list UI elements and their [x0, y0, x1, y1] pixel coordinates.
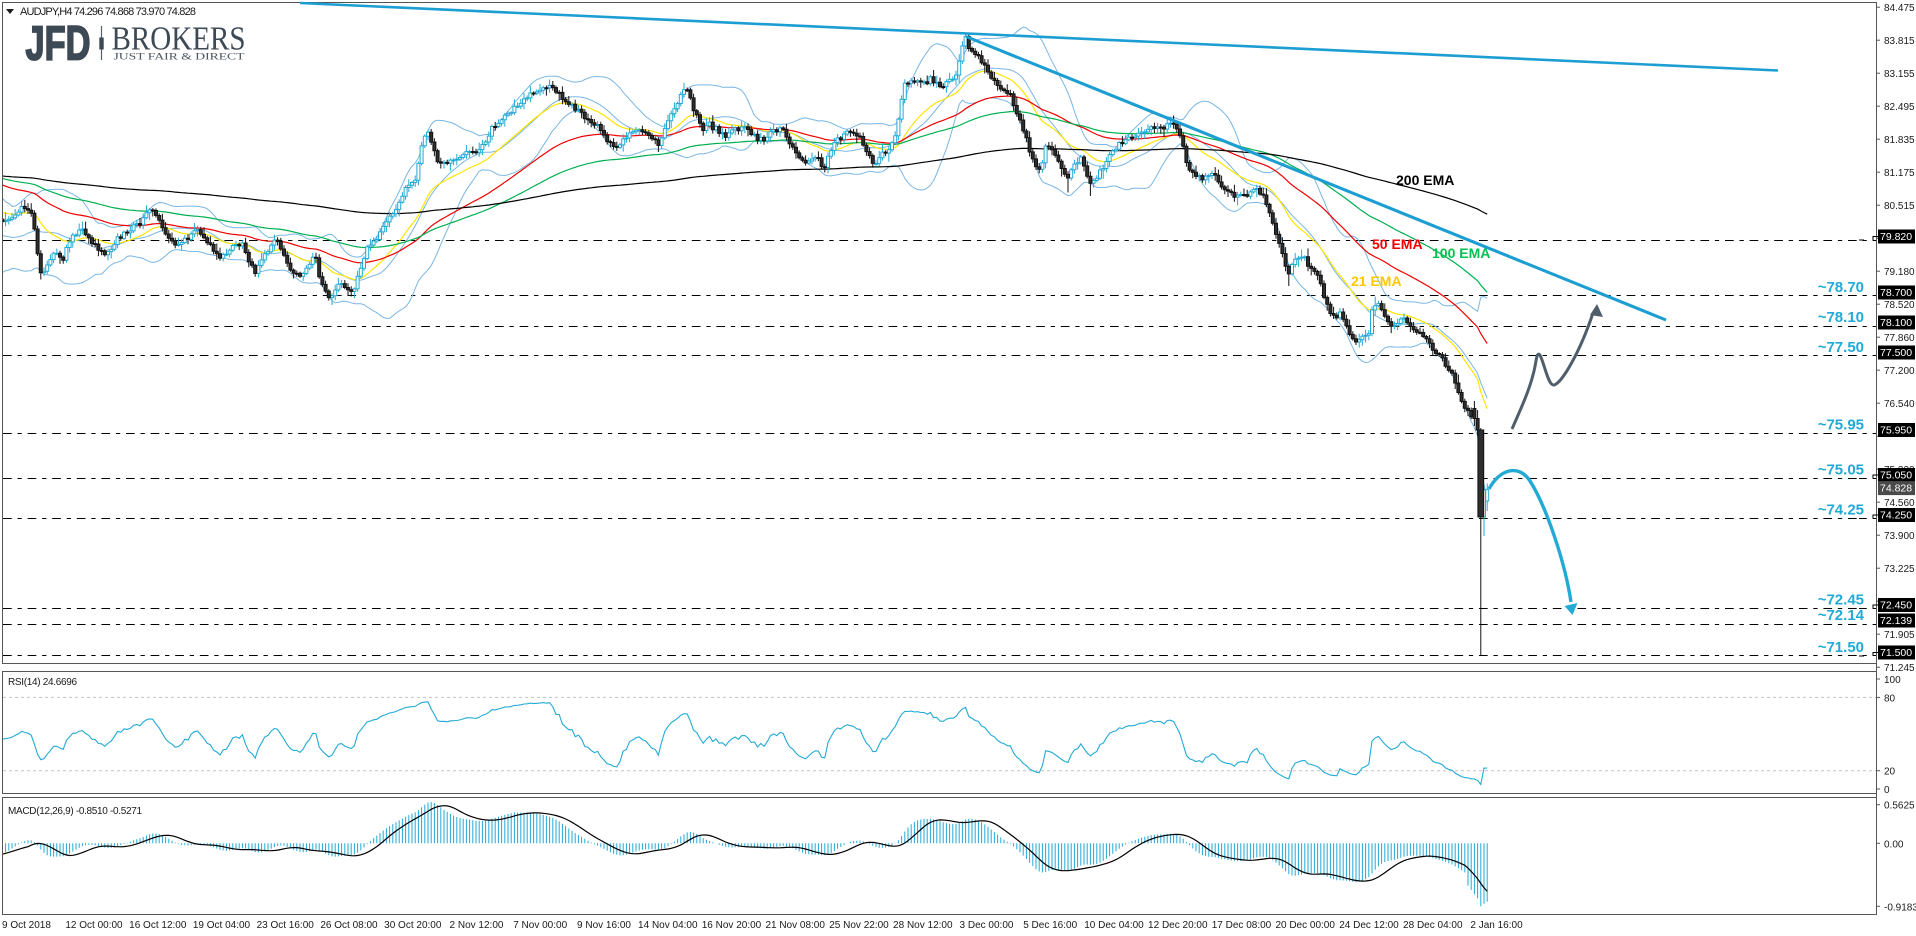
- svg-text:9 Oct 2018: 9 Oct 2018: [2, 920, 51, 931]
- svg-text:3 Dec 00:00: 3 Dec 00:00: [960, 920, 1014, 931]
- svg-text:50 EMA: 50 EMA: [1372, 236, 1423, 252]
- svg-text:0: 0: [1884, 785, 1890, 796]
- svg-text:~74.25: ~74.25: [1818, 502, 1864, 519]
- svg-text:73.225: 73.225: [1884, 564, 1915, 575]
- svg-text:78.700: 78.700: [1880, 287, 1912, 299]
- svg-text:71.245: 71.245: [1884, 663, 1915, 674]
- svg-text:100: 100: [1884, 675, 1901, 686]
- svg-text:23 Oct 16:00: 23 Oct 16:00: [257, 920, 315, 931]
- svg-text:83.155: 83.155: [1884, 69, 1915, 80]
- svg-text:77.200: 77.200: [1884, 366, 1915, 377]
- svg-text:5 Dec 16:00: 5 Dec 16:00: [1023, 920, 1077, 931]
- svg-text:20 Dec 00:00: 20 Dec 00:00: [1275, 920, 1335, 931]
- svg-text:16 Oct 12:00: 16 Oct 12:00: [129, 920, 187, 931]
- svg-text:28 Dec 04:00: 28 Dec 04:00: [1403, 920, 1463, 931]
- svg-text:-0.9183: -0.9183: [1884, 902, 1916, 913]
- svg-text:AUDJPY,H4 74.296 74.868 73.97: AUDJPY,H4 74.296 74.868 73.970 74.828: [20, 6, 196, 18]
- svg-text:30 Oct 20:00: 30 Oct 20:00: [384, 920, 442, 931]
- svg-text:19 Oct 04:00: 19 Oct 04:00: [193, 920, 251, 931]
- svg-text:~75.95: ~75.95: [1818, 417, 1864, 434]
- svg-text:17 Dec 08:00: 17 Dec 08:00: [1212, 920, 1272, 931]
- svg-text:BROKERS: BROKERS: [112, 21, 246, 58]
- svg-text:25 Nov 22:00: 25 Nov 22:00: [829, 920, 889, 931]
- svg-text:82.495: 82.495: [1884, 102, 1915, 113]
- svg-text:2 Nov 12:00: 2 Nov 12:00: [450, 920, 504, 931]
- svg-text:84.475: 84.475: [1884, 3, 1915, 14]
- svg-text:83.815: 83.815: [1884, 36, 1915, 47]
- svg-text:80: 80: [1884, 693, 1896, 704]
- svg-text:16 Nov 20:00: 16 Nov 20:00: [702, 920, 762, 931]
- svg-text:24 Dec 12:00: 24 Dec 12:00: [1339, 920, 1399, 931]
- svg-text:~75.05: ~75.05: [1818, 462, 1864, 479]
- svg-text:77.860: 77.860: [1884, 333, 1915, 344]
- svg-text:100 EMA: 100 EMA: [1432, 245, 1490, 261]
- svg-text:75.050: 75.050: [1880, 470, 1912, 482]
- svg-text:7 Nov 00:00: 7 Nov 00:00: [513, 920, 567, 931]
- svg-text:79.820: 79.820: [1880, 231, 1912, 243]
- svg-text:2 Jan 16:00: 2 Jan 16:00: [1470, 920, 1523, 931]
- svg-text:73.900: 73.900: [1884, 531, 1915, 542]
- svg-text:~71.50: ~71.50: [1818, 639, 1864, 656]
- svg-text:RSI(14) 24.6696: RSI(14) 24.6696: [8, 677, 77, 688]
- svg-text:21 Nov 08:00: 21 Nov 08:00: [765, 920, 825, 931]
- svg-text:~78.70: ~78.70: [1818, 279, 1864, 296]
- svg-text:72.139: 72.139: [1880, 615, 1912, 627]
- svg-text:JUST FAIR & DIRECT: JUST FAIR & DIRECT: [114, 52, 246, 62]
- svg-text:28 Nov 12:00: 28 Nov 12:00: [893, 920, 953, 931]
- svg-text:76.540: 76.540: [1884, 399, 1915, 410]
- svg-text:81.835: 81.835: [1884, 135, 1915, 146]
- svg-text:10 Dec 04:00: 10 Dec 04:00: [1084, 920, 1144, 931]
- svg-text:72.450: 72.450: [1880, 600, 1912, 612]
- svg-text:12 Dec 20:00: 12 Dec 20:00: [1148, 920, 1208, 931]
- svg-text:0.00: 0.00: [1884, 839, 1904, 850]
- svg-text:78.520: 78.520: [1884, 300, 1915, 311]
- svg-text:79.180: 79.180: [1884, 267, 1915, 278]
- svg-text:12 Oct 00:00: 12 Oct 00:00: [65, 920, 123, 931]
- svg-text:71.500: 71.500: [1880, 647, 1912, 659]
- svg-text:80.515: 80.515: [1884, 201, 1915, 212]
- svg-text:71.905: 71.905: [1884, 630, 1915, 641]
- svg-text:14 Nov 04:00: 14 Nov 04:00: [638, 920, 698, 931]
- svg-text:26 Oct 08:00: 26 Oct 08:00: [320, 920, 378, 931]
- svg-text:74.560: 74.560: [1884, 498, 1915, 509]
- svg-text:JFD: JFD: [26, 18, 91, 71]
- svg-text:74.250: 74.250: [1880, 510, 1912, 522]
- svg-text:200 EMA: 200 EMA: [1396, 172, 1454, 188]
- svg-text:0.5625: 0.5625: [1884, 801, 1915, 812]
- svg-text:~72.14: ~72.14: [1818, 607, 1865, 624]
- svg-text:78.100: 78.100: [1880, 317, 1912, 329]
- svg-text:9 Nov 16:00: 9 Nov 16:00: [577, 920, 631, 931]
- svg-text:21 EMA: 21 EMA: [1351, 273, 1402, 289]
- svg-text:20: 20: [1884, 767, 1896, 778]
- svg-text:~77.50: ~77.50: [1818, 339, 1864, 356]
- svg-text:81.175: 81.175: [1884, 168, 1915, 179]
- svg-text:~78.10: ~78.10: [1818, 309, 1864, 326]
- svg-text:MACD(12,26,9) -0.8510 -0.5271: MACD(12,26,9) -0.8510 -0.5271: [8, 806, 142, 817]
- svg-text:75.950: 75.950: [1880, 425, 1912, 437]
- svg-text:77.500: 77.500: [1880, 347, 1912, 359]
- svg-text:74.828: 74.828: [1880, 483, 1912, 495]
- svg-text:~72.45: ~72.45: [1818, 592, 1864, 609]
